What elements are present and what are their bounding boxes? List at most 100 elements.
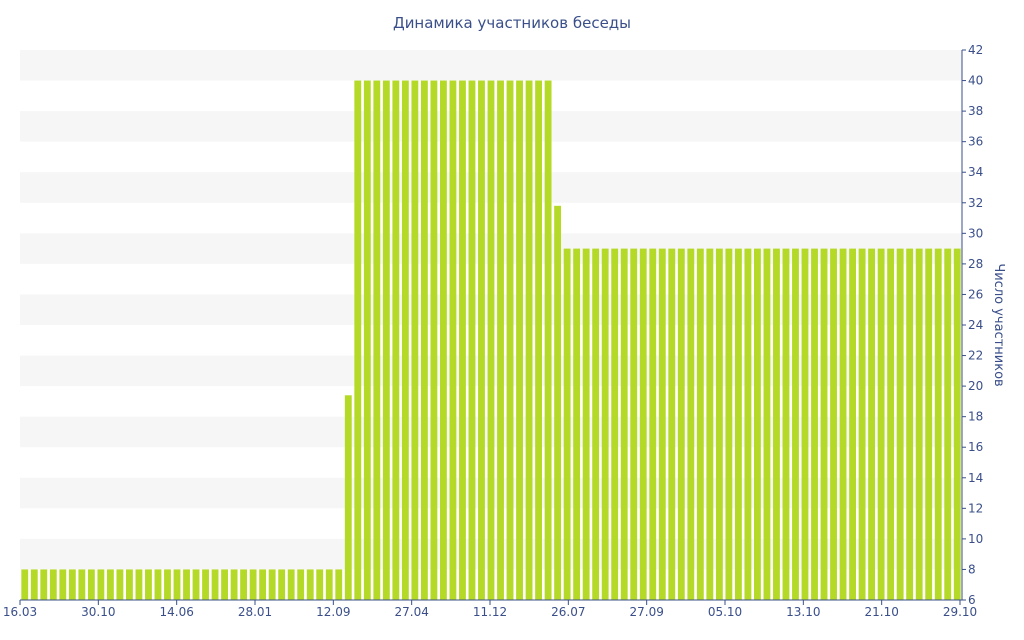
bar <box>173 569 181 600</box>
bar <box>221 569 228 600</box>
bar <box>497 80 504 600</box>
bar <box>335 569 343 600</box>
bar <box>126 569 133 600</box>
bar <box>782 248 790 601</box>
x-tick-label: 26.07 <box>551 605 585 619</box>
bar <box>97 569 105 600</box>
bar <box>554 205 562 600</box>
bar <box>420 80 428 600</box>
y-tick-label: 14 <box>968 471 983 485</box>
y-axis-label: Число участников <box>991 263 1006 386</box>
bar <box>59 569 67 600</box>
x-tick-label: 13.10 <box>786 605 820 619</box>
x-tick-label: 05.10 <box>708 605 742 619</box>
y-tick-label: 16 <box>968 440 983 454</box>
bar <box>792 248 799 601</box>
bar <box>744 248 752 601</box>
bar <box>649 248 657 601</box>
bar <box>754 248 761 601</box>
bar <box>373 80 381 600</box>
bar <box>906 248 914 601</box>
bar <box>449 80 457 600</box>
y-tick-label: 26 <box>968 287 983 301</box>
y-tick-label: 12 <box>968 501 983 515</box>
bar <box>468 80 476 600</box>
bar <box>154 569 162 600</box>
y-tick-label: 34 <box>968 165 983 179</box>
bar <box>630 248 638 601</box>
y-tick-label: 8 <box>968 562 976 576</box>
bar <box>953 248 961 601</box>
bar <box>78 569 86 600</box>
y-tick-label: 24 <box>968 318 983 332</box>
x-tick-label: 16.03 <box>3 605 37 619</box>
bar <box>478 80 485 600</box>
bar <box>487 80 495 600</box>
bar <box>658 248 666 601</box>
bar <box>230 569 238 600</box>
bar <box>573 248 581 601</box>
y-tick-label: 40 <box>968 74 983 88</box>
bar <box>21 569 29 600</box>
bar <box>544 80 552 600</box>
bar <box>401 80 409 600</box>
bar <box>392 80 400 600</box>
bar <box>535 80 542 600</box>
y-tick-label: 42 <box>968 43 983 57</box>
bar <box>40 569 48 600</box>
y-tick-label: 36 <box>968 135 983 149</box>
bar <box>297 569 305 600</box>
y-tick-label: 30 <box>968 226 983 240</box>
x-tick-label: 28.01 <box>238 605 272 619</box>
x-tick-label: 27.04 <box>394 605 428 619</box>
bar <box>459 80 466 600</box>
bar <box>202 569 209 600</box>
bar <box>915 248 923 601</box>
bar <box>306 569 314 600</box>
bar <box>849 248 856 601</box>
bar <box>259 569 267 600</box>
bar <box>440 80 447 600</box>
x-tick-label: 12.09 <box>316 605 350 619</box>
bar <box>506 80 514 600</box>
bar <box>677 248 685 601</box>
bar <box>582 248 590 601</box>
x-tick-label: 29.10 <box>943 605 977 619</box>
bar <box>601 248 609 601</box>
bar <box>763 248 771 601</box>
bar <box>944 248 952 601</box>
bar <box>639 248 647 601</box>
bar <box>525 80 533 600</box>
bar <box>164 569 171 600</box>
bar <box>839 248 847 601</box>
bar <box>211 569 219 600</box>
bar <box>30 569 38 600</box>
x-tick-label: 30.10 <box>81 605 115 619</box>
bar <box>734 248 742 601</box>
bar <box>611 248 619 601</box>
bar <box>183 569 190 600</box>
bar <box>715 248 723 601</box>
bar <box>811 248 818 601</box>
x-axis: 16.03 30.10 14.06 28.01 12.09 27.04 11.12 26.07… <box>3 599 977 619</box>
grid-band <box>20 50 962 81</box>
bar-series <box>21 80 961 601</box>
bar <box>145 569 152 600</box>
y-tick-label: 20 <box>968 379 983 393</box>
x-tick-label: 14.06 <box>159 605 193 619</box>
bar <box>887 248 895 601</box>
y-tick-label: 6 <box>968 593 976 607</box>
chart-title: Динамика участников беседы <box>393 14 631 32</box>
bar <box>249 569 257 600</box>
bar <box>592 248 600 601</box>
bar <box>868 248 876 601</box>
bar <box>192 569 200 600</box>
bar <box>268 569 276 600</box>
bar <box>278 569 286 600</box>
bar <box>363 80 371 600</box>
bar <box>344 395 352 600</box>
bar <box>687 248 695 601</box>
bar <box>516 80 523 600</box>
bar <box>877 248 885 601</box>
